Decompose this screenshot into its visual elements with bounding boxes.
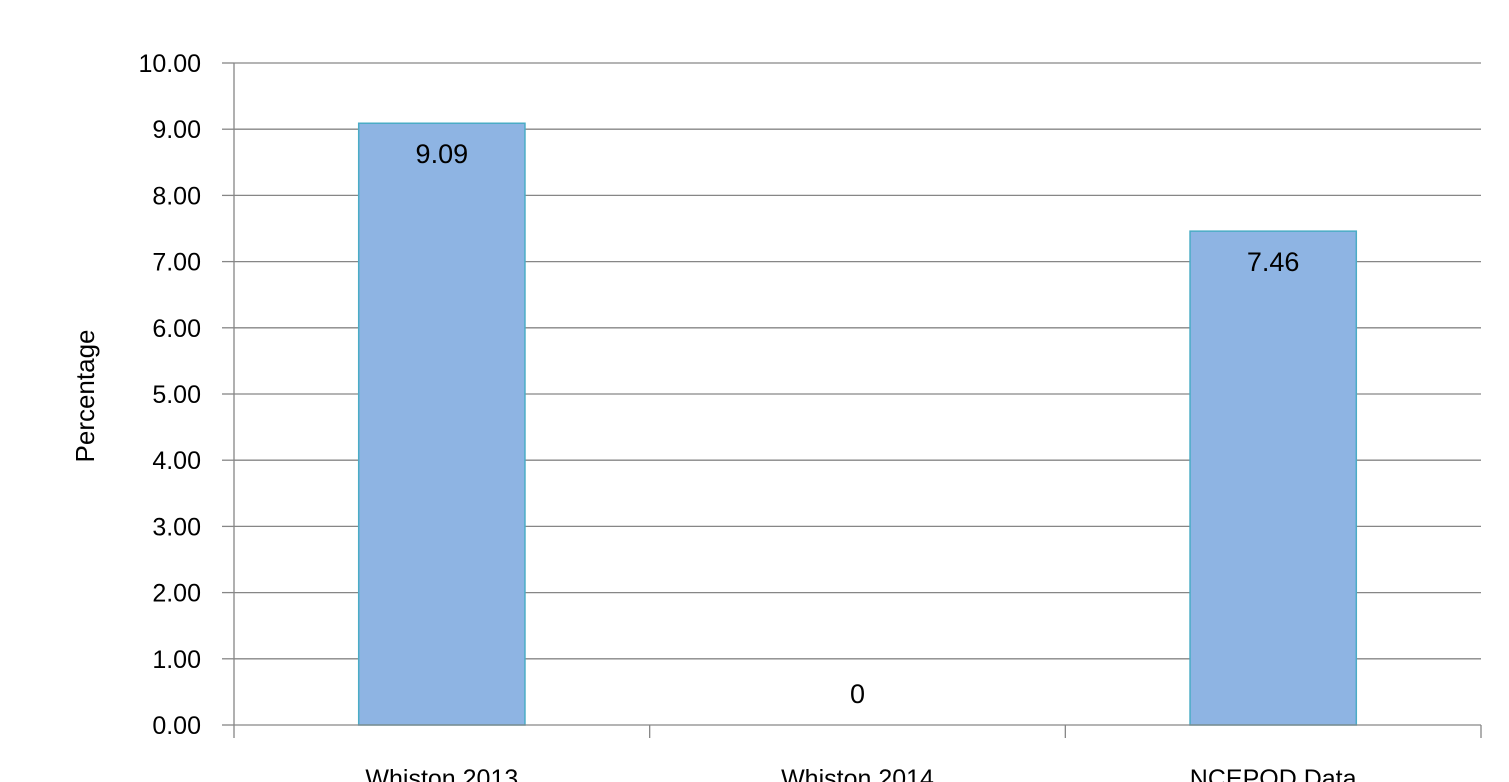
bar bbox=[1189, 230, 1358, 726]
y-tick-labels: 0.00 1.00 2.00 3.00 4.00 5.00 6.00 7.00 8.00 9.00… bbox=[138, 50, 201, 740]
y-tick-label: 8.00 bbox=[152, 182, 201, 210]
category-labels: Whiston 2013 Whiston 2014 NCEPOD Data bbox=[365, 765, 1356, 782]
y-tick-label: 4.00 bbox=[152, 447, 201, 475]
data-label: 9.09 bbox=[416, 139, 469, 169]
y-tick-label: 2.00 bbox=[152, 580, 201, 608]
data-labels: 9.09 0 7.46 bbox=[416, 139, 1300, 709]
x-category-label: Whiston 2014 bbox=[781, 765, 934, 782]
y-tick-label: 10.00 bbox=[138, 50, 201, 78]
y-axis-title: Percentage bbox=[70, 330, 100, 463]
x-category-label: NCEPOD Data bbox=[1190, 765, 1357, 782]
x-category-label: Whiston 2013 bbox=[365, 765, 518, 782]
bar bbox=[357, 122, 526, 726]
y-tick-label: 9.00 bbox=[152, 116, 201, 144]
data-label: 7.46 bbox=[1247, 247, 1300, 277]
y-tick-label: 5.00 bbox=[152, 381, 201, 409]
y-tick-label: 6.00 bbox=[152, 315, 201, 343]
data-label: 0 bbox=[850, 679, 865, 709]
axes bbox=[222, 62, 1482, 738]
y-tick-label: 7.00 bbox=[152, 249, 201, 277]
y-tick-label: 1.00 bbox=[152, 646, 201, 674]
bars bbox=[357, 122, 1358, 726]
y-tick-label: 0.00 bbox=[152, 712, 201, 740]
y-tick-label: 3.00 bbox=[152, 513, 201, 541]
